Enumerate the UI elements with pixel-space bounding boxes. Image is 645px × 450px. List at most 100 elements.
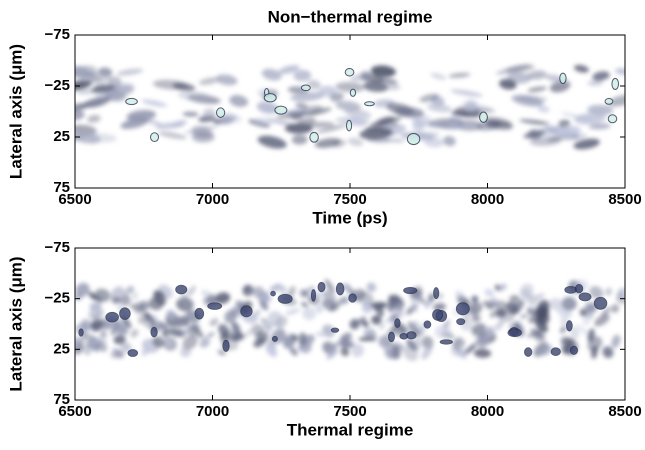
texture-blob bbox=[331, 341, 341, 350]
y-tick-label: 25 bbox=[53, 340, 70, 357]
texture-blob bbox=[302, 307, 316, 321]
texture-contour bbox=[222, 339, 230, 352]
texture-blob bbox=[421, 344, 433, 360]
texture-blob bbox=[461, 102, 497, 113]
texture-contour bbox=[432, 309, 444, 321]
texture-contour bbox=[455, 302, 470, 316]
texture-blob bbox=[412, 120, 425, 132]
y-tick-label: 25 bbox=[53, 128, 70, 145]
texture-blur bbox=[75, 278, 625, 362]
texture-contour bbox=[364, 101, 375, 107]
texture-blob bbox=[142, 316, 155, 329]
texture-blob bbox=[373, 80, 401, 91]
y-tick-label: −75 bbox=[45, 26, 70, 43]
texture-contour bbox=[578, 292, 592, 302]
texture-blob bbox=[505, 301, 519, 315]
texture-blob bbox=[592, 71, 610, 81]
texture-contour bbox=[346, 119, 353, 132]
texture-blob bbox=[474, 314, 482, 323]
texture-blob bbox=[361, 302, 373, 314]
texture-blob bbox=[321, 299, 337, 311]
texture-blob bbox=[110, 349, 125, 359]
texture-blob bbox=[257, 293, 268, 303]
texture-blob bbox=[113, 334, 126, 345]
texture-contour bbox=[216, 107, 226, 118]
texture-blob bbox=[335, 100, 362, 112]
x-tick-label: 6500 bbox=[58, 403, 91, 420]
texture-blob bbox=[157, 131, 187, 140]
x-tick-label: 7000 bbox=[196, 403, 229, 420]
texture-contour bbox=[263, 93, 277, 103]
texture-blob bbox=[141, 99, 168, 107]
texture-contour bbox=[194, 307, 205, 320]
texture-blob bbox=[282, 337, 295, 350]
texture-blob bbox=[527, 86, 547, 93]
x-tick-label: 8000 bbox=[471, 403, 504, 420]
texture-contour bbox=[406, 133, 421, 146]
texture-blob bbox=[465, 343, 477, 354]
texture-blob bbox=[349, 319, 360, 330]
texture-blob bbox=[265, 342, 278, 357]
texture-blob bbox=[537, 105, 550, 113]
x-tick-label: 7500 bbox=[333, 191, 366, 208]
texture-blob bbox=[79, 73, 113, 85]
texture-blob bbox=[187, 323, 201, 336]
texture-blob bbox=[344, 108, 372, 119]
texture-blob bbox=[370, 116, 402, 127]
texture-blob bbox=[591, 345, 598, 359]
texture-contour bbox=[388, 331, 395, 343]
y-tick-label: 75 bbox=[53, 179, 70, 196]
texture-contour bbox=[300, 84, 311, 92]
texture-blob bbox=[587, 328, 595, 343]
texture-contour bbox=[433, 287, 440, 300]
texture-blob bbox=[499, 78, 517, 90]
y-tick-label: −75 bbox=[45, 239, 70, 256]
texture-blob bbox=[75, 103, 88, 112]
texture-blob bbox=[450, 345, 462, 357]
texture-blob bbox=[495, 300, 507, 312]
texture-blob bbox=[116, 68, 144, 76]
texture-blob bbox=[166, 309, 176, 320]
texture-blob bbox=[75, 110, 85, 121]
texture-blob bbox=[589, 286, 604, 300]
texture-contour bbox=[607, 114, 618, 124]
texture-blob bbox=[329, 92, 344, 102]
texture-blob bbox=[335, 81, 365, 93]
texture-blob bbox=[360, 71, 373, 82]
texture-blob bbox=[120, 341, 132, 353]
texture-blob bbox=[498, 283, 507, 291]
texture-contour bbox=[119, 307, 131, 320]
texture-blob bbox=[561, 343, 573, 354]
texture-blob bbox=[165, 339, 173, 346]
texture-blob bbox=[570, 327, 580, 340]
texture-blob bbox=[322, 324, 335, 338]
texture-blob bbox=[494, 319, 505, 331]
texture-blob bbox=[229, 95, 249, 107]
texture-blob bbox=[607, 94, 625, 107]
texture-blob bbox=[92, 343, 101, 353]
texture-blob bbox=[209, 318, 219, 327]
texture-blob bbox=[535, 293, 545, 300]
texture-contour bbox=[423, 320, 432, 329]
texture-blob bbox=[549, 80, 571, 93]
texture-blob bbox=[301, 301, 309, 308]
texture-blob bbox=[614, 68, 625, 75]
texture-blob bbox=[574, 112, 606, 125]
texture-blob bbox=[75, 282, 90, 297]
texture-blob bbox=[391, 309, 402, 323]
texture-blob bbox=[120, 295, 131, 306]
texture-contour bbox=[335, 282, 345, 296]
texture-contour bbox=[310, 289, 317, 302]
texture-contour bbox=[479, 111, 488, 123]
texture-blob bbox=[602, 346, 614, 359]
texture-contour bbox=[566, 320, 573, 332]
texture-blob bbox=[180, 346, 191, 358]
texture-blob bbox=[285, 308, 301, 315]
texture-contour bbox=[507, 328, 522, 338]
texture-blob bbox=[172, 82, 196, 91]
texture-blob bbox=[490, 297, 499, 306]
texture-blob bbox=[617, 287, 625, 298]
texture-blob bbox=[443, 319, 451, 330]
texture-blob bbox=[156, 321, 169, 331]
